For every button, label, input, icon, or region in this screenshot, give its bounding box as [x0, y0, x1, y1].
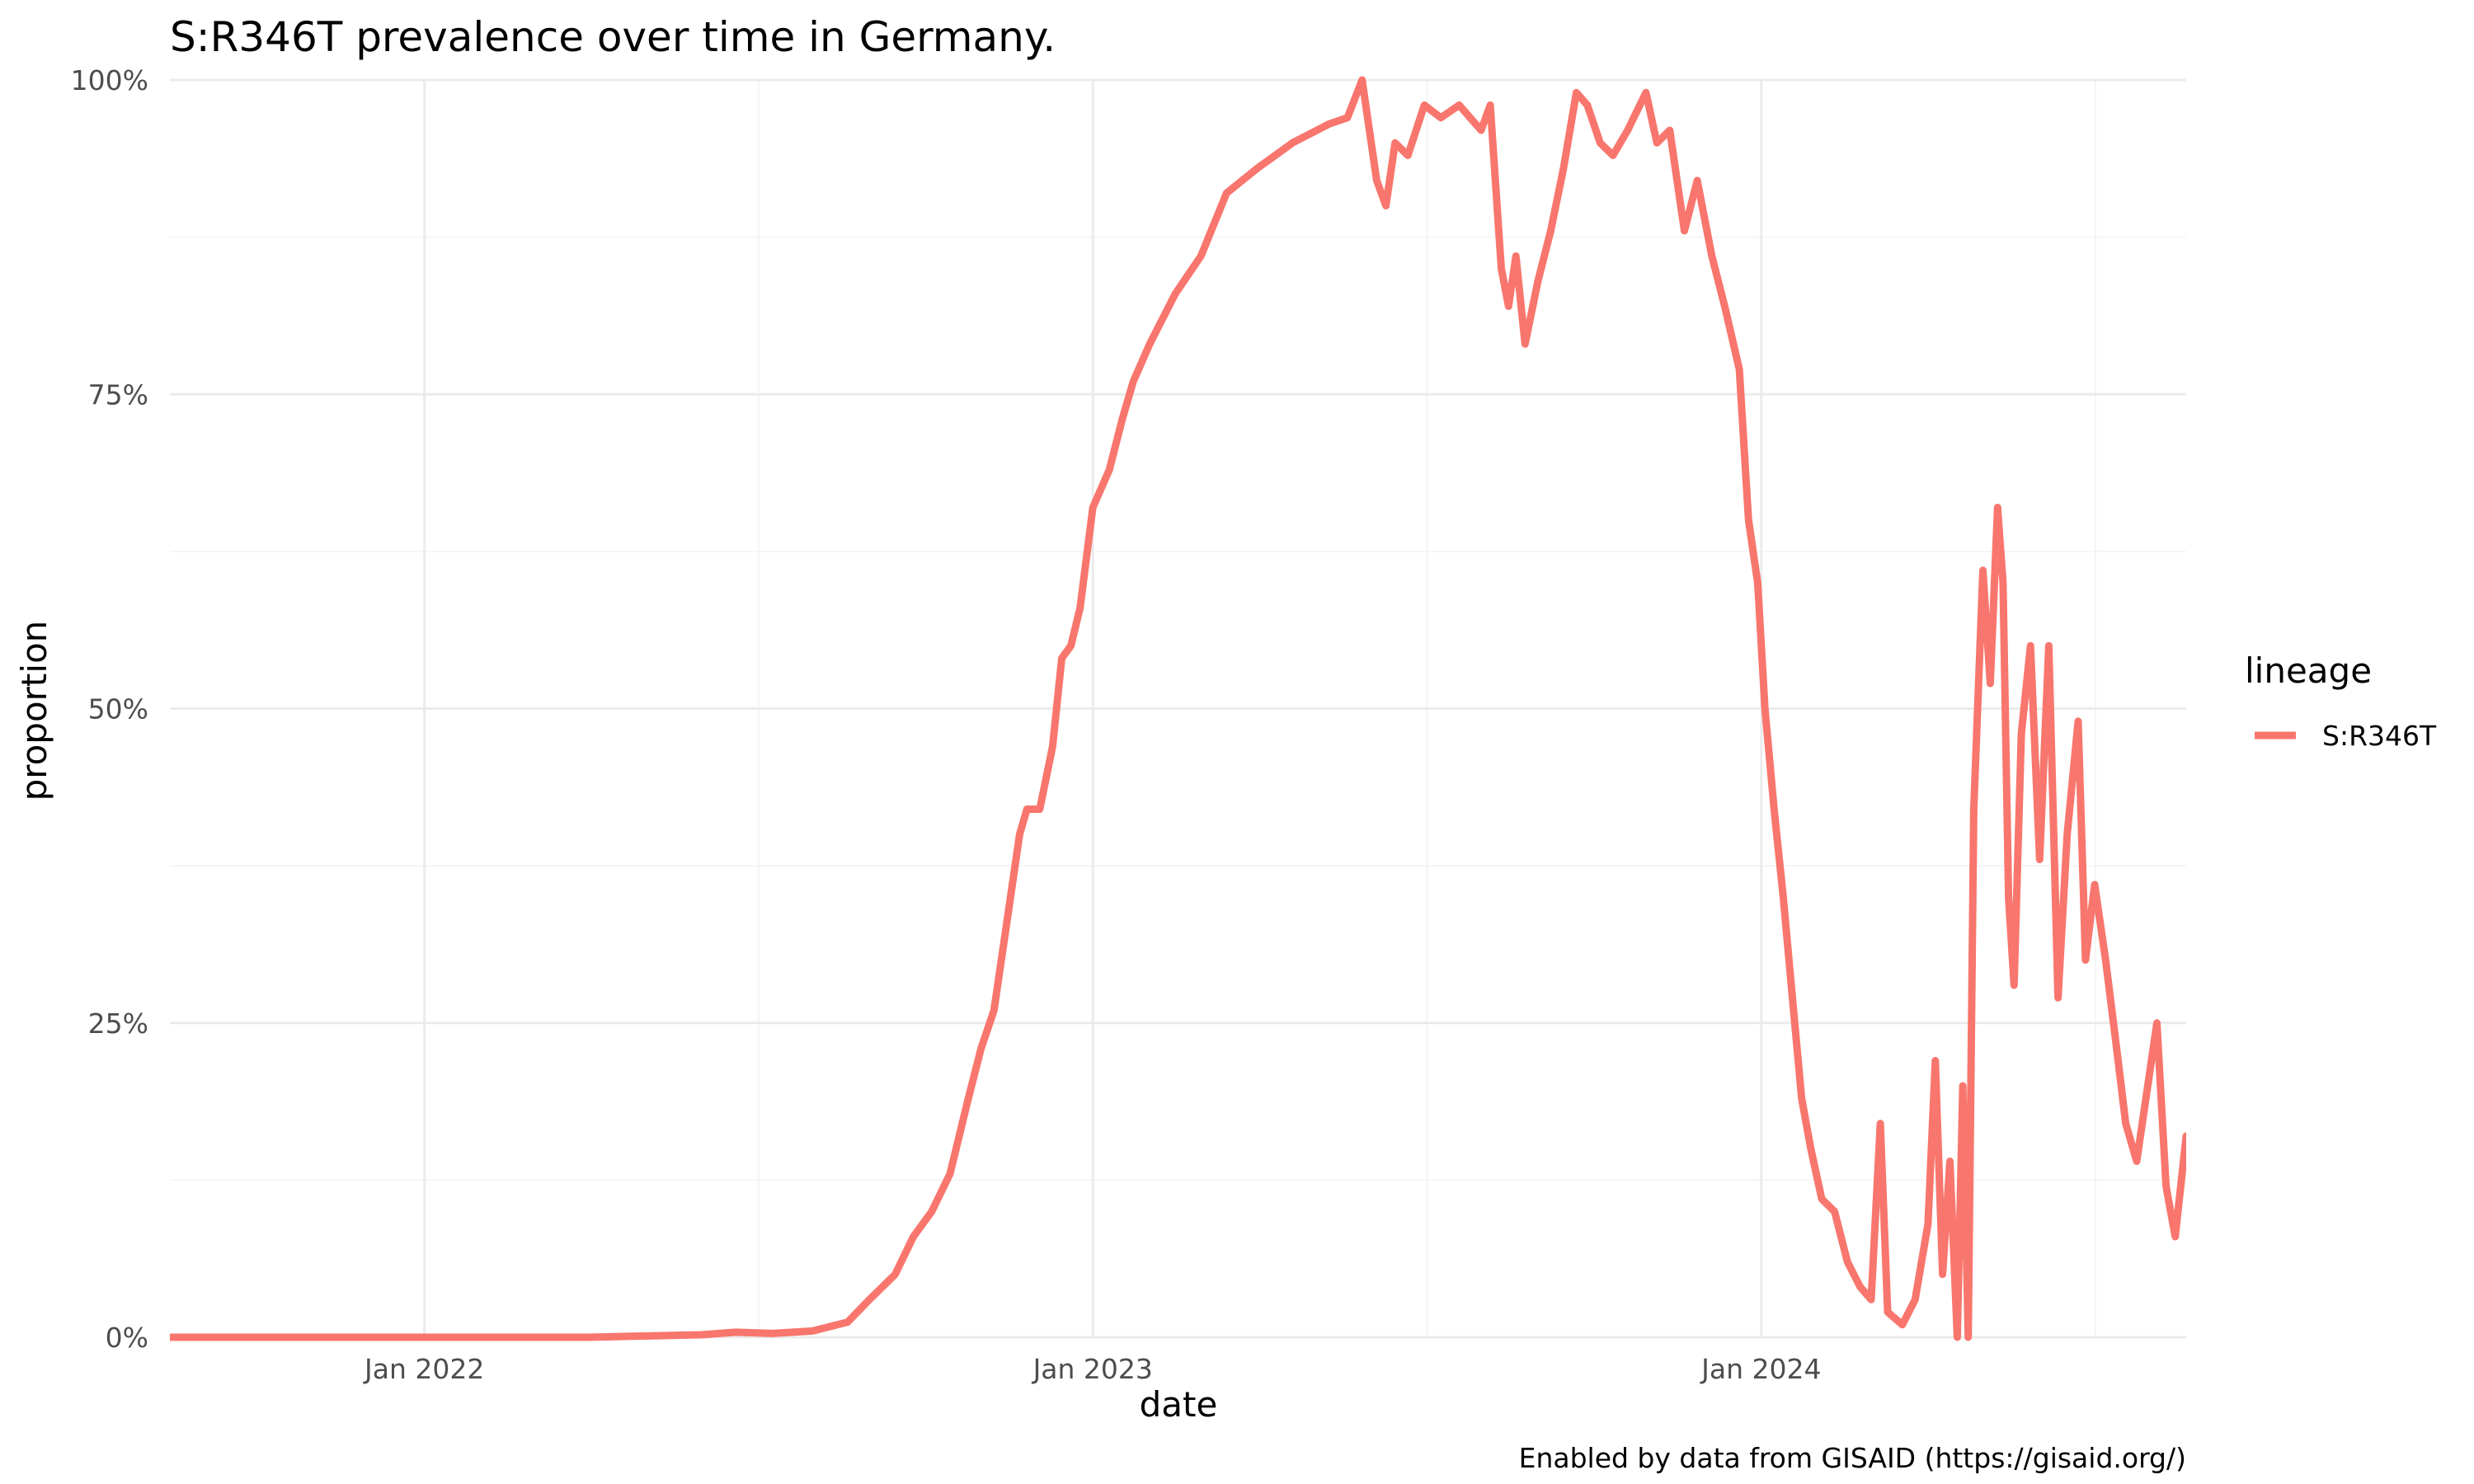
series-lines: [170, 76, 2186, 1341]
x-tick-label: Jan 2024: [1700, 1353, 1821, 1385]
x-tick-label: Jan 2023: [1032, 1353, 1153, 1385]
legend-label-s-r346t: S:R346T: [2322, 720, 2437, 752]
y-tick-label: 0%: [106, 1322, 148, 1354]
y-axis-title: proportion: [14, 621, 54, 801]
x-tick-label: Jan 2022: [363, 1353, 484, 1385]
chart-title: S:R346T prevalence over time in Germany.: [170, 13, 1056, 61]
major-gridlines: [170, 78, 2186, 1339]
x-axis-tick-labels: Jan 2022 Jan 2023 Jan 2024: [363, 1353, 1821, 1385]
y-tick-label: 25%: [88, 1007, 148, 1040]
y-axis-tick-labels: 0% 25% 50% 75% 100%: [71, 64, 148, 1354]
y-tick-label: 100%: [71, 64, 148, 96]
legend-title: lineage: [2245, 650, 2372, 691]
caption: Enabled by data from GISAID (https://gis…: [1519, 1442, 2186, 1474]
x-axis-title: date: [1140, 1384, 1218, 1425]
y-tick-label: 50%: [88, 693, 148, 726]
legend: lineage S:R346T: [2245, 650, 2437, 752]
y-tick-label: 75%: [88, 378, 148, 411]
series-line-0: [170, 76, 2186, 1341]
